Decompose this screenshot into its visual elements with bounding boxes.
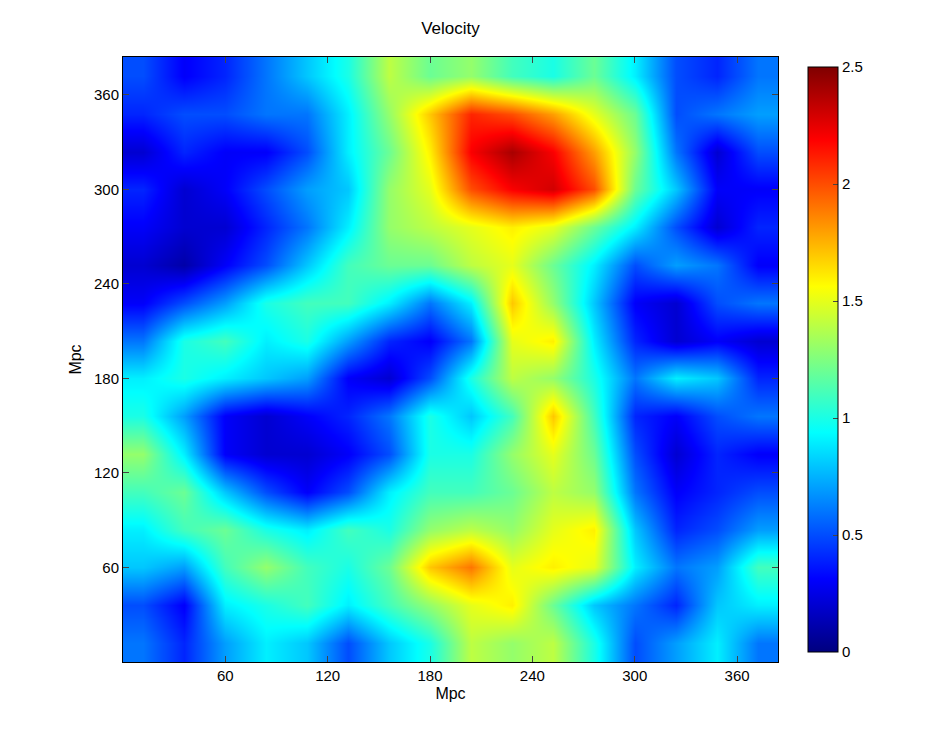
svg-text:180: 180 bbox=[94, 370, 119, 387]
svg-text:120: 120 bbox=[315, 667, 340, 684]
svg-text:240: 240 bbox=[94, 275, 119, 292]
svg-text:300: 300 bbox=[622, 667, 647, 684]
svg-text:Velocity: Velocity bbox=[421, 19, 480, 38]
svg-text:0: 0 bbox=[842, 643, 850, 660]
svg-text:360: 360 bbox=[725, 667, 750, 684]
svg-text:240: 240 bbox=[520, 667, 545, 684]
svg-text:2.5: 2.5 bbox=[842, 58, 863, 75]
svg-text:120: 120 bbox=[94, 464, 119, 481]
svg-text:0.5: 0.5 bbox=[842, 526, 863, 543]
svg-text:300: 300 bbox=[94, 181, 119, 198]
svg-text:1: 1 bbox=[842, 409, 850, 426]
svg-text:60: 60 bbox=[102, 559, 119, 576]
svg-text:360: 360 bbox=[94, 86, 119, 103]
svg-text:Mpc: Mpc bbox=[435, 685, 465, 702]
svg-text:180: 180 bbox=[418, 667, 443, 684]
svg-text:60: 60 bbox=[217, 667, 234, 684]
svg-text:2: 2 bbox=[842, 175, 850, 192]
svg-text:Mpc: Mpc bbox=[67, 344, 84, 374]
svg-text:1.5: 1.5 bbox=[842, 292, 863, 309]
